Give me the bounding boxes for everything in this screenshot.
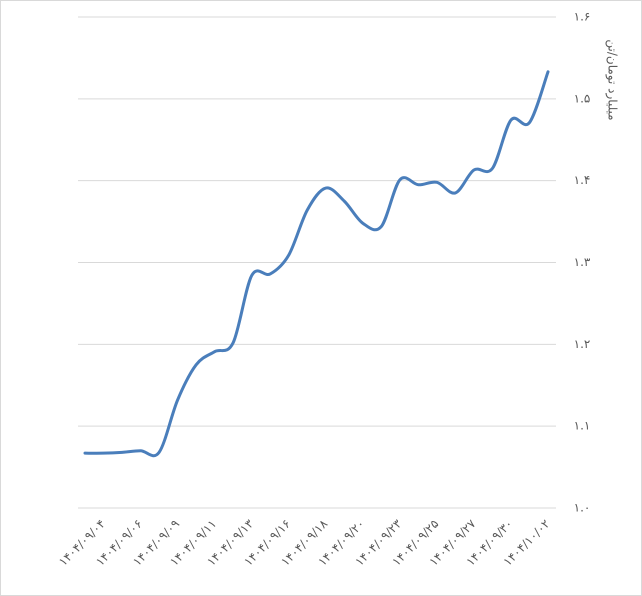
y-tick-label: ۱.۶ (574, 10, 591, 24)
y-tick-label: ۱.۰ (574, 501, 591, 515)
y-tick-label: ۱.۳ (574, 255, 591, 269)
y-tick-label: ۱.۱ (574, 419, 591, 433)
y-tick-label: ۱.۲ (574, 337, 591, 351)
y-axis-title: میلیارد تومان/تن (605, 39, 620, 120)
data-line (83, 70, 550, 458)
y-tick-label: ۱.۴ (574, 173, 591, 187)
y-tick-label: ۱.۵ (574, 91, 591, 105)
